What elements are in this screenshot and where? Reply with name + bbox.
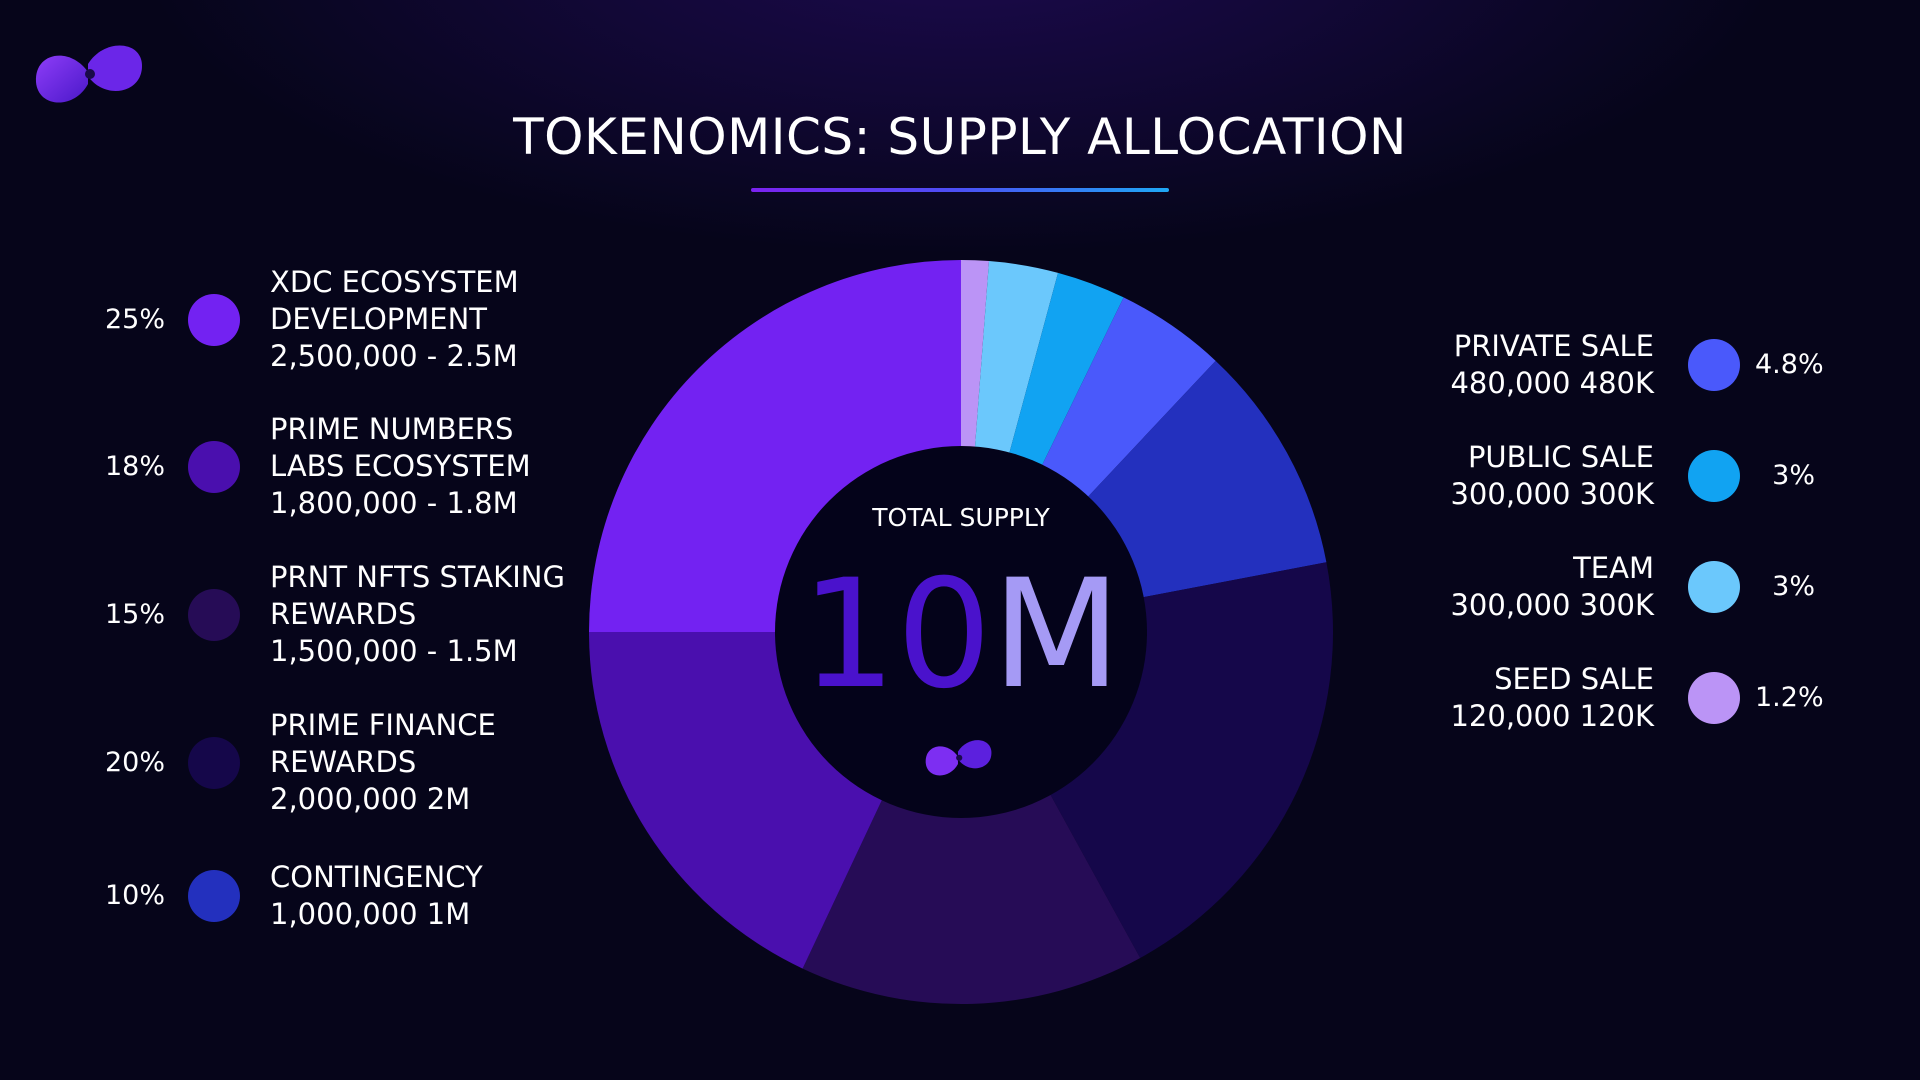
legend-label-line: REWARDS (270, 745, 417, 779)
legend-label-line: 1,000,000 1M (270, 897, 471, 931)
legend-percent: 15% (104, 598, 165, 630)
legend-label-line: 1,500,000 - 1.5M (270, 634, 518, 668)
total-supply-value: 10M (801, 548, 1121, 722)
legend-percent: 1.2% (1755, 682, 1824, 713)
center-logo-icon (925, 740, 992, 776)
legend-label-line: SEED SALE (1494, 662, 1654, 696)
legend-swatch (1688, 672, 1740, 724)
legend-percent: 25% (104, 303, 165, 335)
legend-item-private-sale: 4.8% PRIVATE SALE 480,000 480K (0, 328, 1920, 402)
legend-swatch (188, 588, 240, 641)
brand-logo (35, 45, 142, 103)
legend-label-line: 300,000 300K (1450, 477, 1654, 511)
legend-percent: 18% (104, 450, 165, 482)
legend-swatch (1688, 561, 1740, 613)
legend-item-xdc-ecosystem: 25% XDC ECOSYSTEM DEVELOPMENT 2,500,000 - 2… (0, 264, 1920, 375)
legend-label-line: 2,000,000 2M (270, 782, 471, 816)
legend-percent: 20% (104, 746, 165, 778)
total-supply-value-number: 10 (801, 548, 992, 722)
total-supply-label: TOTAL SUPPLY (871, 503, 1050, 532)
donut-center (775, 446, 1147, 818)
legend-label-line: PRNT NFTS STAKING (270, 560, 565, 594)
legend-label-line: 300,000 300K (1450, 588, 1654, 622)
legend-label-line: TEAM (1573, 551, 1654, 585)
legend-label: PRNT NFTS STAKING REWARDS 1,500,000 - 1.5M (270, 559, 565, 670)
legend-label: PRIVATE SALE 480,000 480K (1450, 328, 1654, 402)
legend-label-line: 120,000 120K (1450, 699, 1654, 733)
total-supply-value-unit: M (992, 548, 1121, 722)
legend-swatch (188, 870, 240, 922)
page-title: TOKENOMICS: SUPPLY ALLOCATION (513, 108, 1407, 166)
legend-swatch (1688, 450, 1740, 502)
legend-label-line: DEVELOPMENT (270, 302, 488, 336)
legend-item-public-sale: 3% PUBLIC SALE 300,000 300K (0, 439, 1920, 513)
pie-slice-prnt-nfts-staking-rewards (802, 632, 1141, 1005)
legend-percent: 3% (1772, 571, 1815, 602)
legend-label-line: CONTINGENCY (270, 860, 483, 894)
legend-label: SEED SALE 120,000 120K (1450, 661, 1654, 735)
legend-swatch (188, 440, 240, 493)
legend-percent: 3% (1772, 460, 1815, 491)
legend-label-line: 1,800,000 - 1.8M (270, 486, 518, 520)
title-underline (751, 188, 1169, 192)
legend-label: XDC ECOSYSTEM DEVELOPMENT 2,500,000 - 2.5M (270, 264, 519, 375)
legend-swatch (188, 293, 240, 346)
legend-label-line: PRIME FINANCE (270, 708, 496, 742)
legend-item-contingency: 10% CONTINGENCY 1,000,000 1M (0, 859, 1920, 933)
legend-label: PUBLIC SALE 300,000 300K (1450, 439, 1654, 513)
legend-label: PRIME NUMBERS LABS ECOSYSTEM 1,800,000 - 1… (270, 411, 531, 522)
legend-swatch (188, 736, 240, 789)
legend-label: TEAM 300,000 300K (1450, 550, 1654, 624)
legend-item-prime-finance: 20% PRIME FINANCE REWARDS 2,000,000 2M (0, 707, 1920, 818)
legend-label-line: REWARDS (270, 597, 417, 631)
legend-item-team: 3% TEAM 300,000 300K (0, 550, 1920, 624)
legend-item-prnt-nfts-staking: 15% PRNT NFTS STAKING REWARDS 1,500,000 - 1… (0, 559, 1920, 670)
legend-label-line: 480,000 480K (1450, 366, 1654, 400)
legend-item-prime-numbers: 18% PRIME NUMBERS LABS ECOSYSTEM 1,800,000 … (0, 411, 1920, 522)
legend-label-line: PUBLIC SALE (1467, 440, 1654, 474)
legend-label: CONTINGENCY 1,000,000 1M (270, 859, 483, 933)
legend-label-line: PRIVATE SALE (1453, 329, 1654, 363)
legend-label-line: 2,500,000 - 2.5M (270, 339, 518, 373)
legend-percent: 10% (104, 880, 165, 911)
legend-percent: 4.8% (1755, 349, 1824, 380)
legend-label: PRIME FINANCE REWARDS 2,000,000 2M (270, 707, 496, 818)
legend-swatch (1688, 339, 1740, 391)
legend-label-line: LABS ECOSYSTEM (270, 449, 531, 483)
legend-item-seed-sale: 1.2% SEED SALE 120,000 120K (0, 661, 1920, 735)
legend-label-line: XDC ECOSYSTEM (270, 265, 519, 299)
legend-label-line: PRIME NUMBERS (270, 412, 514, 446)
